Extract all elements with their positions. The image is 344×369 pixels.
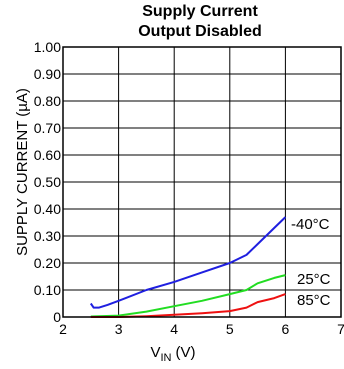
- series-line: [90, 293, 286, 318]
- plot-frame: [62, 46, 342, 318]
- y-tick-labels: 0 0.10 0.20 0.30 0.40 0.50 0.60 0.70 0.80 0.90 1.0…: [34, 39, 61, 325]
- x-tick-label: 5: [226, 321, 234, 337]
- x-tick-label: 3: [115, 321, 123, 337]
- series-group: [89, 216, 287, 318]
- x-axis-label-main: V: [150, 344, 160, 361]
- series-label: 85°C: [297, 292, 331, 309]
- x-tick-label: 6: [282, 321, 290, 337]
- x-axis-label: VIN (V): [150, 344, 195, 364]
- y-axis-label: SUPPLY CURRENT (µA): [14, 88, 31, 256]
- y-tick-label: 0.50: [34, 174, 61, 190]
- x-tick-label: 7: [337, 321, 344, 337]
- series-label: -40°C: [291, 216, 330, 233]
- y-tick-label: 0: [53, 309, 61, 325]
- x-axis-label-unit: (V): [176, 344, 196, 361]
- y-tick-label: 0.30: [34, 228, 61, 244]
- series-label: 25°C: [297, 271, 331, 288]
- y-tick-label: 0.70: [34, 120, 61, 136]
- x-tick-label: 2: [59, 321, 67, 337]
- x-tick-labels: 2 3 4 5 6 7: [59, 321, 344, 337]
- chart-title: Supply Current: [142, 3, 258, 20]
- chart-subtitle: Output Disabled: [138, 23, 262, 40]
- series-line: [89, 216, 287, 309]
- x-axis-label-subscript: IN: [161, 352, 172, 364]
- y-tick-label: 0.60: [34, 147, 61, 163]
- y-tick-label: 0.10: [34, 282, 61, 298]
- y-tick-label: 0.40: [34, 201, 61, 217]
- series-labels: -40°C 25°C 85°C: [291, 216, 331, 309]
- y-tick-label: 0.80: [34, 93, 61, 109]
- y-tick-label: 0.20: [34, 255, 61, 271]
- y-tick-label: 0.90: [34, 66, 61, 82]
- x-tick-label: 4: [170, 321, 178, 337]
- series-line: [90, 274, 286, 318]
- y-tick-label: 1.00: [34, 39, 61, 55]
- grid: [63, 47, 341, 317]
